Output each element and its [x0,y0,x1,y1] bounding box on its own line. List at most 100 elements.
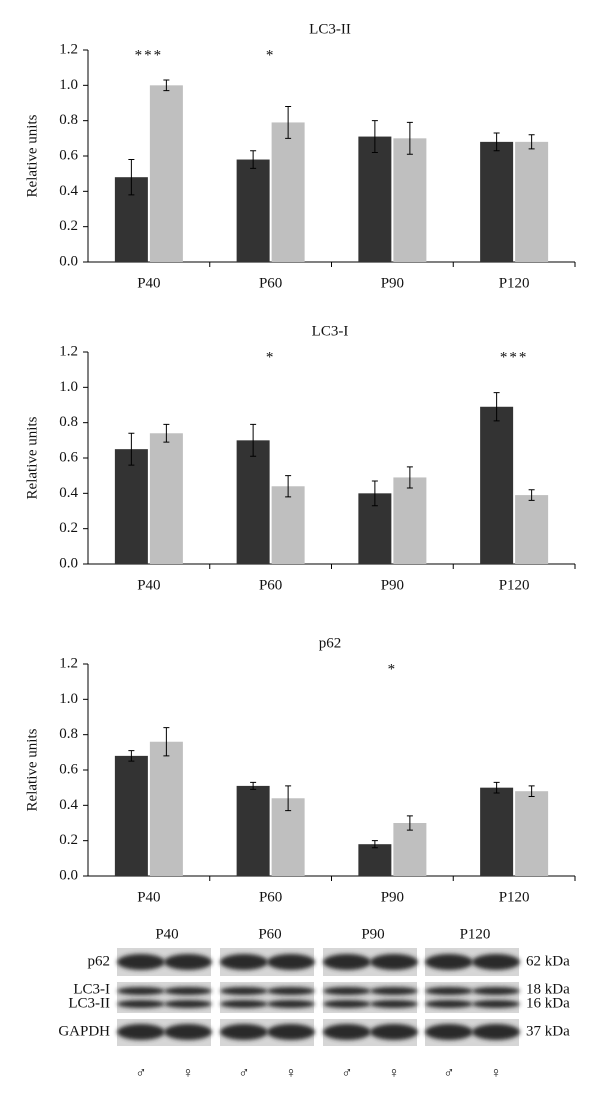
y-tick-label: 0.0 [59,253,78,269]
x-tick-label: P40 [137,577,160,593]
sex-symbol: ♀ [182,1065,193,1081]
error-bar [493,132,500,152]
error-bar [493,781,500,794]
x-tick-label: P60 [259,577,282,593]
bar [271,798,305,876]
blot-band [323,1000,371,1008]
blot-size-label: 18 kDa [526,981,570,997]
y-tick-label: 0.2 [59,832,78,848]
blot-row-label: GAPDH [58,1023,110,1039]
bar [515,141,549,262]
significance-label: * [266,349,276,365]
blot-band [323,954,371,970]
blot-band [117,1000,165,1008]
error-bar [250,423,257,457]
sex-symbol: ♀ [388,1065,399,1081]
bar [236,440,270,564]
bar [515,791,549,876]
chart-title: LC3-II [309,21,351,37]
blot-band [425,1000,473,1008]
bar [149,741,183,876]
y-tick-label: 1.2 [59,655,78,671]
y-axis-label: Relative units [24,728,40,811]
y-tick-label: 0.4 [59,797,78,813]
blot-band [117,987,165,995]
y-axis-label: Relative units [24,416,40,499]
blot-band [164,1024,212,1040]
error-bar [285,475,292,498]
y-tick-label: 0.4 [59,485,78,501]
x-tick-label: P40 [137,889,160,905]
error-bar [371,120,378,153]
blot-band [267,987,315,995]
significance-label: * [388,661,398,677]
blot-band [472,954,520,970]
blot-band [323,1024,371,1040]
blot-row-label: p62 [88,953,111,969]
bar [480,787,514,876]
y-tick-label: 0.6 [59,761,78,777]
blot-band [472,1000,520,1008]
sex-symbol: ♂ [238,1065,249,1081]
bar [114,755,148,876]
blot-strip [117,982,211,1013]
blot-size-label: 62 kDa [526,953,570,969]
blot-band [220,954,268,970]
y-tick-label: 0.8 [59,112,78,128]
blot-size-label: 37 kDa [526,1023,570,1039]
blot-band [164,1000,212,1008]
x-tick-label: P90 [381,275,404,291]
x-tick-label: P60 [259,275,282,291]
sex-symbol: ♀ [490,1065,501,1081]
error-bar [371,840,378,849]
x-tick-label: P90 [381,577,404,593]
error-bar [493,392,500,422]
error-bar [128,159,135,196]
error-bar [371,480,378,507]
blot-band [472,1024,520,1040]
blot-band [117,954,165,970]
blot-band [267,1000,315,1008]
y-tick-label: 0.6 [59,147,78,163]
bar [149,433,183,564]
bar [515,495,549,564]
x-tick-label: P40 [137,275,160,291]
bar [480,141,514,262]
y-tick-label: 0.6 [59,449,78,465]
x-tick-label: P120 [499,275,530,291]
y-tick-label: 1.2 [59,343,78,359]
bar [358,844,392,876]
sex-symbol: ♀ [285,1065,296,1081]
y-tick-label: 0.0 [59,867,78,883]
y-tick-label: 1.2 [59,41,78,57]
blot-band [220,1000,268,1008]
chart-title: p62 [319,635,342,651]
blot-band [425,1024,473,1040]
x-tick-label: P120 [499,577,530,593]
bar [271,486,305,564]
blot-row-label: LC3-II [68,995,110,1011]
blot-row-label: LC3-I [73,981,110,997]
error-bar [250,781,257,790]
error-bar [528,785,535,797]
blot-band [370,1000,418,1008]
y-tick-label: 0.2 [59,520,78,536]
error-bar [285,785,292,812]
blot-band [370,987,418,995]
bar [114,449,148,564]
blot-band [370,954,418,970]
blot-strip [323,982,417,1013]
bar [480,406,514,564]
bar [393,823,427,876]
error-bar [163,423,170,443]
bar [271,122,305,262]
blot-band [267,1024,315,1040]
y-tick-label: 0.2 [59,218,78,234]
bar [236,785,270,876]
error-bar [406,121,413,155]
blot-band [370,1024,418,1040]
error-bar [528,134,535,150]
error-bar [528,489,535,501]
